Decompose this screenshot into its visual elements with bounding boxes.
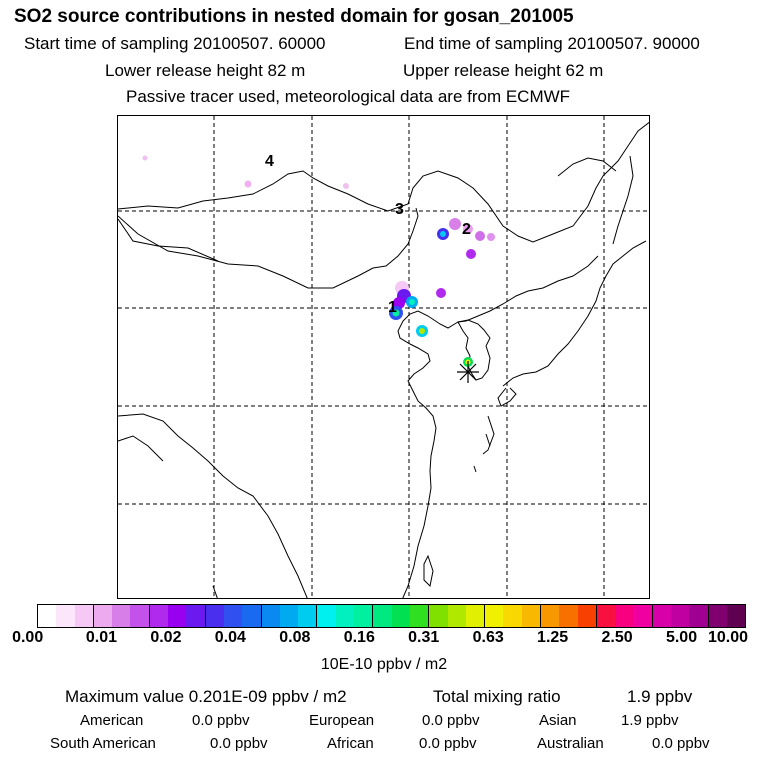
colorbar-swatch [56,605,75,627]
colorbar-swatch [633,605,653,627]
colorbar-swatch [447,605,466,627]
colorbar-tick-label: 2.50 [601,629,633,646]
colorbar-swatch [726,605,746,627]
australian-value: 0.0 ppbv [652,735,710,752]
colorbar-swatch [671,605,690,627]
colorbar-swatch [149,605,169,627]
region-label-2: 2 [462,221,471,238]
colorbar [37,604,746,628]
colorbar-tick-label: 5.00 [665,629,698,646]
european-label: European [309,712,375,729]
upper-height-label: Upper release height 62 m [403,61,604,80]
colorbar-swatch [354,605,374,627]
asian-value: 1.9 ppbv [621,712,679,729]
colorbar-swatch [93,605,113,627]
start-time-label: Start time of sampling 20100507. 60000 [24,34,326,53]
colorbar-swatch [577,605,597,627]
colorbar-swatch [652,605,672,627]
colorbar-swatch [409,605,430,627]
colorbar-swatch [74,605,94,627]
colorbar-tick-label: 0.01 [85,629,118,646]
map-panel: 1 2 3 4 [117,115,650,599]
asian-label: Asian [539,712,577,729]
australian-label: Australian [537,735,604,752]
map-grid [118,116,649,598]
european-value: 0.0 ppbv [422,712,480,729]
colorbar-swatch [521,605,542,627]
map-boundaries [118,121,649,598]
colorbar-swatch [205,605,224,627]
south-american-value: 0.0 ppbv [210,735,268,752]
american-value: 0.0 ppbv [192,712,250,729]
total-mixing-label: Total mixing ratio [433,687,561,706]
colorbar-swatch [596,605,616,627]
colorbar-swatch [391,605,410,627]
lower-height-label: Lower release height 82 m [105,61,306,80]
colorbar-swatch [503,605,522,627]
colorbar-tick-label: 0.31 [408,629,440,646]
colorbar-swatch [708,605,727,627]
colorbar-swatch [541,605,560,627]
colorbar-swatch [261,605,280,627]
region-label-3: 3 [395,201,404,218]
colorbar-swatch [485,605,504,627]
colorbar-swatch [335,605,355,627]
total-mixing-value: 1.9 ppbv [627,687,693,706]
tracer-info-label: Passive tracer used, meteorological data… [126,87,571,106]
map-canvas: 1 2 3 4 [118,116,649,598]
colorbar-swatch [279,605,299,627]
colorbar-swatch [298,605,318,627]
max-value-label: Maximum value 0.201E-09 ppbv / m2 [65,687,347,706]
colorbar-tick-label: 0.63 [472,629,504,646]
colorbar-swatch [38,605,57,627]
colorbar-swatch [223,605,243,627]
end-time-label: End time of sampling 20100507. 90000 [404,34,700,53]
colorbar-swatch [559,605,578,627]
colorbar-tick-label: 10.00 [707,629,749,646]
colorbar-swatch [168,605,187,627]
american-label: American [80,712,144,729]
colorbar-swatch [130,605,150,627]
page-title: SO2 source contributions in nested domai… [14,6,574,27]
colorbar-swatch [465,605,486,627]
colorbar-tick-label: 0.16 [343,629,375,646]
colorbar-swatch [429,605,448,627]
colorbar-swatch [112,605,131,627]
colorbar-swatch [373,605,392,627]
colorbar-tick-label: 0.04 [214,629,246,646]
region-label-1: 1 [388,299,397,316]
colorbar-unit-label: 10E-10 ppbv / m2 [320,656,448,673]
colorbar-swatch [689,605,709,627]
african-label: African [327,735,374,752]
colorbar-tick-label: 0.02 [150,629,182,646]
plume-spots [142,155,495,367]
region-label-4: 4 [265,153,274,170]
colorbar-tick-label: 1.25 [537,629,569,646]
south-american-label: South American [50,735,156,752]
african-value: 0.0 ppbv [419,735,477,752]
colorbar-swatch [615,605,634,627]
star-icon [457,361,479,383]
colorbar-tick-label: 0.00 [12,629,44,646]
colorbar-swatch [317,605,336,627]
colorbar-tick-label: 0.08 [279,629,311,646]
colorbar-swatch [186,605,206,627]
colorbar-swatch [242,605,262,627]
